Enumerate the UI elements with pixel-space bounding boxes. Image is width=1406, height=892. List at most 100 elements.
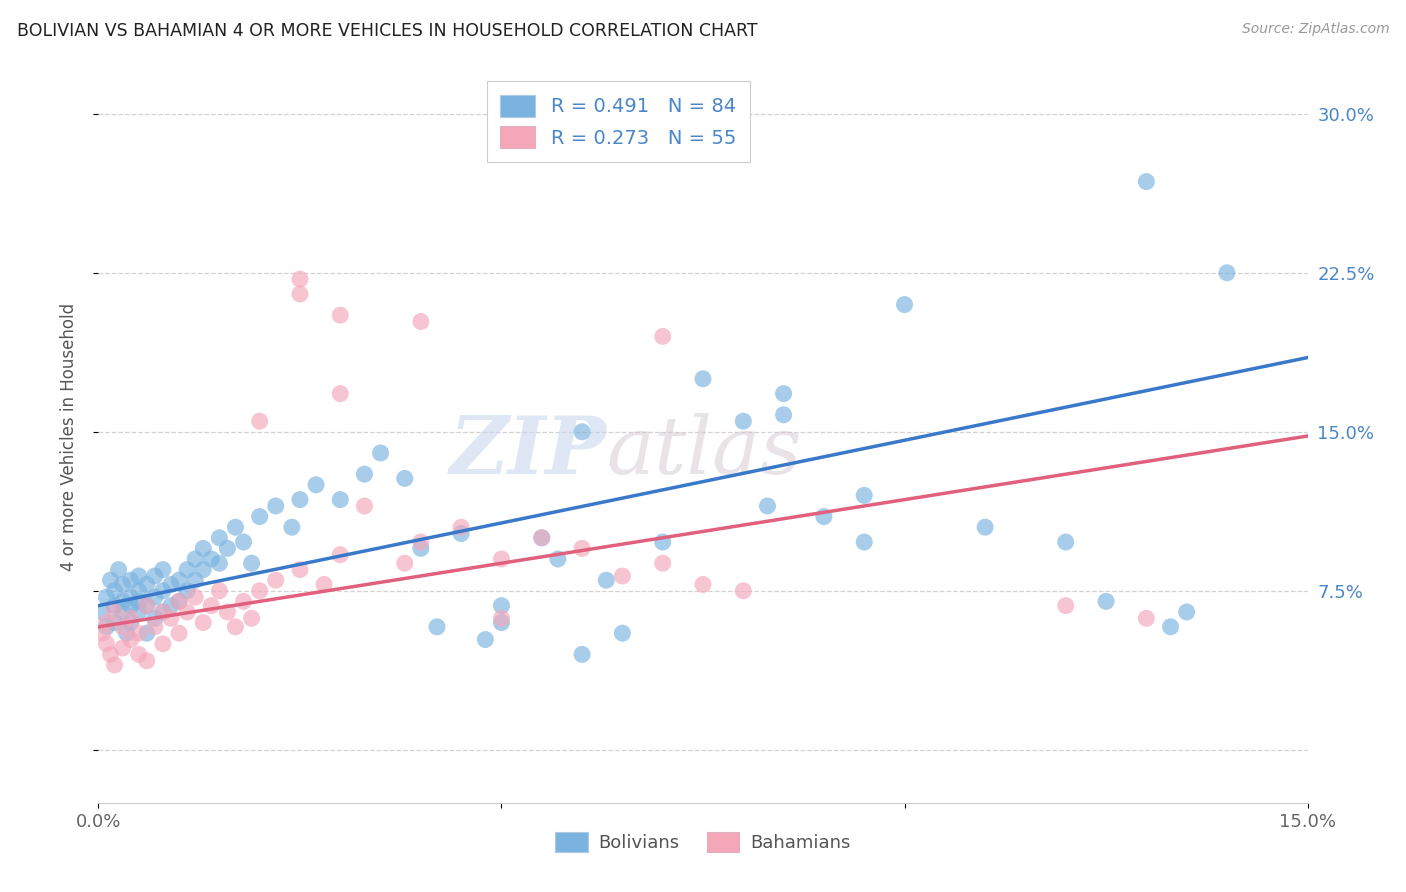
Point xyxy=(547,552,569,566)
Point xyxy=(853,535,876,549)
Point xyxy=(329,492,352,507)
Point xyxy=(103,583,125,598)
Point xyxy=(208,583,231,598)
Point xyxy=(128,626,150,640)
Point xyxy=(152,583,174,598)
Point xyxy=(612,569,634,583)
Point xyxy=(160,599,183,613)
Point xyxy=(893,297,915,311)
Point xyxy=(530,531,553,545)
Point xyxy=(1175,605,1198,619)
Point xyxy=(853,488,876,502)
Point xyxy=(772,386,794,401)
Point xyxy=(240,556,263,570)
Point xyxy=(120,632,142,647)
Point xyxy=(135,626,157,640)
Point xyxy=(128,605,150,619)
Point xyxy=(813,509,835,524)
Point xyxy=(100,648,122,662)
Point xyxy=(115,626,138,640)
Point xyxy=(184,552,207,566)
Point xyxy=(152,563,174,577)
Point xyxy=(111,594,134,608)
Point xyxy=(96,615,118,630)
Point xyxy=(232,594,254,608)
Point xyxy=(491,615,513,630)
Point xyxy=(208,556,231,570)
Point xyxy=(1216,266,1239,280)
Point xyxy=(208,531,231,545)
Point xyxy=(491,599,513,613)
Point xyxy=(1160,620,1182,634)
Point xyxy=(167,626,190,640)
Point xyxy=(143,611,166,625)
Point xyxy=(217,605,239,619)
Point xyxy=(281,520,304,534)
Point xyxy=(409,535,432,549)
Point xyxy=(143,569,166,583)
Point xyxy=(612,626,634,640)
Point xyxy=(120,611,142,625)
Point xyxy=(264,573,287,587)
Point xyxy=(571,425,593,439)
Point xyxy=(1135,611,1157,625)
Point xyxy=(120,615,142,630)
Point xyxy=(353,467,375,482)
Point xyxy=(305,477,328,491)
Point xyxy=(167,594,190,608)
Point xyxy=(264,499,287,513)
Point xyxy=(329,548,352,562)
Point xyxy=(772,408,794,422)
Point xyxy=(143,590,166,604)
Point xyxy=(167,573,190,587)
Point xyxy=(143,620,166,634)
Point xyxy=(160,577,183,591)
Point xyxy=(1054,599,1077,613)
Point xyxy=(571,648,593,662)
Point xyxy=(91,626,114,640)
Point xyxy=(288,492,311,507)
Point xyxy=(176,583,198,598)
Point xyxy=(651,535,673,549)
Point xyxy=(120,590,142,604)
Point xyxy=(1054,535,1077,549)
Point xyxy=(200,552,222,566)
Point xyxy=(193,541,215,556)
Point xyxy=(370,446,392,460)
Point xyxy=(530,531,553,545)
Point xyxy=(232,535,254,549)
Point xyxy=(288,287,311,301)
Point xyxy=(176,563,198,577)
Point xyxy=(120,599,142,613)
Point xyxy=(96,637,118,651)
Point xyxy=(184,590,207,604)
Point xyxy=(394,471,416,485)
Point xyxy=(1135,175,1157,189)
Point xyxy=(474,632,496,647)
Point xyxy=(184,573,207,587)
Text: BOLIVIAN VS BAHAMIAN 4 OR MORE VEHICLES IN HOUSEHOLD CORRELATION CHART: BOLIVIAN VS BAHAMIAN 4 OR MORE VEHICLES … xyxy=(17,22,758,40)
Point xyxy=(193,563,215,577)
Point xyxy=(394,556,416,570)
Point xyxy=(128,648,150,662)
Point xyxy=(120,573,142,587)
Point xyxy=(135,599,157,613)
Point xyxy=(152,605,174,619)
Point xyxy=(152,605,174,619)
Point xyxy=(217,541,239,556)
Point xyxy=(288,272,311,286)
Text: Source: ZipAtlas.com: Source: ZipAtlas.com xyxy=(1241,22,1389,37)
Point xyxy=(450,520,472,534)
Point xyxy=(491,611,513,625)
Point xyxy=(96,590,118,604)
Point xyxy=(491,552,513,566)
Point xyxy=(135,577,157,591)
Text: atlas: atlas xyxy=(606,413,801,491)
Point xyxy=(314,577,336,591)
Point xyxy=(450,526,472,541)
Point xyxy=(135,599,157,613)
Point xyxy=(733,414,755,428)
Point xyxy=(111,620,134,634)
Point xyxy=(651,329,673,343)
Point xyxy=(193,615,215,630)
